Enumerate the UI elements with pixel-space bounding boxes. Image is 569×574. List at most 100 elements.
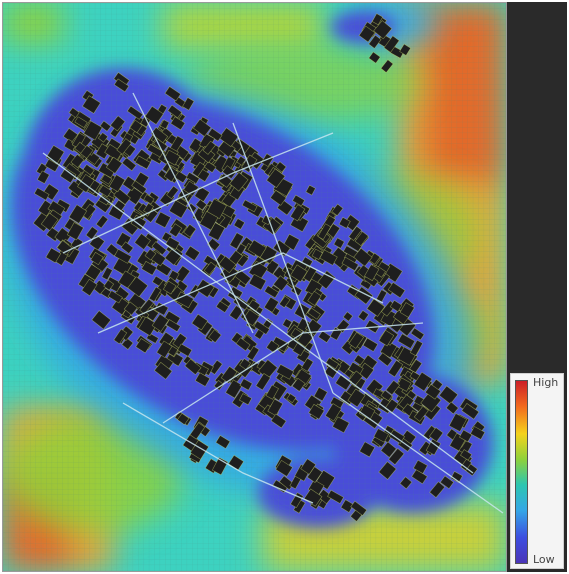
building bbox=[80, 144, 94, 159]
building bbox=[255, 373, 271, 391]
building bbox=[113, 328, 128, 345]
building bbox=[166, 185, 179, 200]
building bbox=[241, 199, 258, 213]
building bbox=[308, 403, 325, 420]
building bbox=[83, 120, 103, 141]
building bbox=[40, 212, 59, 231]
building bbox=[289, 264, 308, 283]
building bbox=[36, 170, 50, 184]
building bbox=[134, 233, 151, 250]
building bbox=[359, 441, 376, 458]
building bbox=[45, 247, 62, 264]
building bbox=[143, 202, 154, 215]
building bbox=[438, 385, 459, 405]
building bbox=[239, 378, 253, 391]
building bbox=[409, 339, 424, 357]
building bbox=[156, 340, 173, 359]
building bbox=[165, 236, 180, 251]
building bbox=[123, 301, 138, 316]
building bbox=[194, 186, 210, 203]
building bbox=[159, 119, 170, 130]
building bbox=[317, 270, 336, 290]
street bbox=[122, 402, 314, 504]
building bbox=[354, 231, 369, 247]
building bbox=[115, 232, 132, 249]
building bbox=[331, 203, 344, 217]
building bbox=[236, 155, 247, 166]
building bbox=[385, 379, 401, 396]
building bbox=[103, 279, 115, 291]
building bbox=[399, 43, 412, 56]
streets-layer bbox=[42, 92, 504, 514]
building bbox=[253, 320, 270, 335]
building bbox=[97, 132, 109, 143]
building bbox=[202, 140, 216, 155]
building bbox=[56, 239, 73, 256]
building bbox=[120, 241, 134, 254]
building bbox=[127, 276, 149, 298]
building bbox=[150, 127, 169, 144]
building bbox=[235, 337, 251, 352]
building bbox=[286, 393, 297, 404]
building bbox=[107, 290, 123, 304]
building bbox=[177, 412, 190, 426]
building bbox=[460, 458, 472, 472]
building bbox=[143, 194, 155, 205]
building bbox=[233, 218, 246, 230]
building bbox=[105, 156, 123, 174]
building bbox=[368, 34, 382, 49]
building bbox=[218, 127, 239, 148]
building bbox=[129, 119, 143, 134]
building bbox=[82, 95, 101, 114]
building bbox=[191, 161, 206, 178]
building bbox=[71, 132, 86, 149]
building bbox=[113, 188, 131, 205]
building bbox=[389, 299, 403, 313]
building bbox=[248, 273, 267, 291]
building bbox=[303, 488, 323, 507]
building bbox=[260, 153, 274, 167]
building bbox=[358, 25, 376, 43]
building bbox=[208, 359, 223, 375]
building bbox=[273, 275, 289, 292]
legend-gradient-bar bbox=[515, 380, 528, 564]
building bbox=[338, 216, 351, 229]
building bbox=[357, 310, 370, 322]
building bbox=[189, 422, 206, 440]
building bbox=[399, 476, 413, 490]
building bbox=[342, 311, 354, 322]
building bbox=[358, 404, 376, 420]
building bbox=[195, 279, 215, 298]
building bbox=[110, 115, 126, 132]
building bbox=[225, 379, 243, 399]
building bbox=[353, 247, 373, 267]
building bbox=[366, 298, 386, 317]
building bbox=[116, 138, 132, 155]
street bbox=[42, 152, 474, 474]
building bbox=[208, 329, 222, 343]
building bbox=[317, 488, 333, 505]
building bbox=[282, 318, 293, 329]
building bbox=[138, 316, 158, 337]
building bbox=[413, 371, 433, 392]
building bbox=[77, 173, 95, 193]
building bbox=[66, 222, 84, 241]
building bbox=[307, 307, 321, 320]
building bbox=[387, 282, 406, 299]
building bbox=[264, 259, 280, 275]
building bbox=[91, 310, 112, 330]
building bbox=[170, 116, 186, 131]
building bbox=[229, 232, 245, 250]
building bbox=[84, 263, 102, 281]
building bbox=[460, 449, 473, 461]
building bbox=[70, 153, 85, 169]
building bbox=[162, 280, 177, 295]
building bbox=[290, 327, 303, 341]
building bbox=[267, 398, 284, 417]
building bbox=[324, 403, 342, 422]
building bbox=[313, 386, 328, 402]
building bbox=[146, 143, 164, 158]
building bbox=[413, 459, 428, 474]
building bbox=[182, 97, 195, 111]
building bbox=[413, 405, 429, 422]
